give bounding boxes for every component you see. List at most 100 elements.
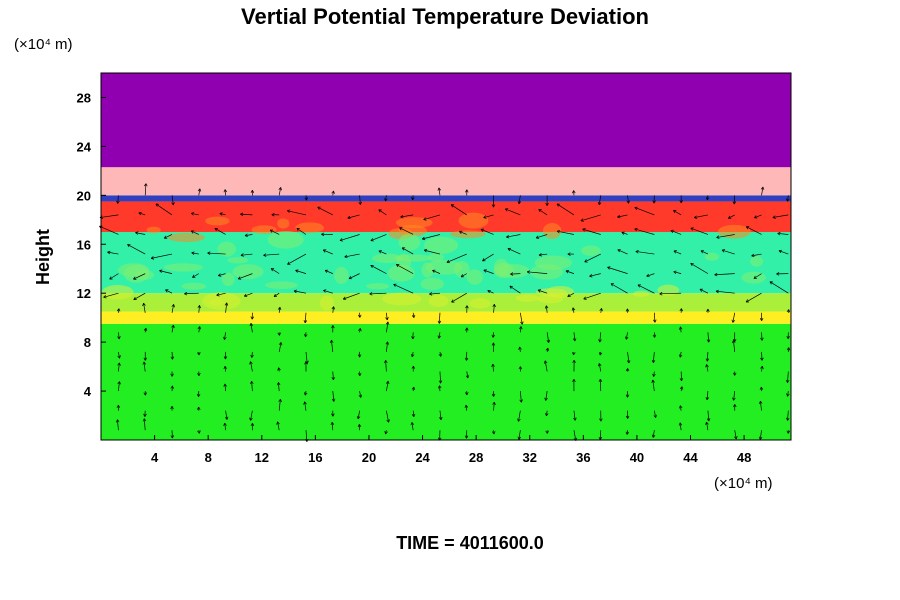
wind-vector xyxy=(464,430,469,439)
wind-vector xyxy=(304,332,308,338)
wind-vector xyxy=(598,430,603,440)
heatmap-layer-0 xyxy=(101,323,791,440)
wind-vector xyxy=(465,305,469,313)
wind-vector xyxy=(714,272,735,277)
wind-vector xyxy=(385,380,390,392)
wind-vector xyxy=(223,351,228,360)
wind-vector xyxy=(224,410,229,420)
heatmap-patch xyxy=(372,253,403,263)
heatmap-patch xyxy=(227,257,249,264)
wind-vector xyxy=(184,291,199,296)
wind-vector xyxy=(517,430,522,440)
x-tick-label: 16 xyxy=(308,450,322,465)
wind-vector xyxy=(678,405,683,411)
wind-vector xyxy=(492,401,496,411)
wind-vector xyxy=(197,351,201,356)
wind-vector xyxy=(370,234,387,242)
wind-vector xyxy=(651,430,656,438)
wind-vector xyxy=(690,262,709,274)
wind-vector xyxy=(423,249,441,255)
heatmap-patch xyxy=(425,260,463,275)
wind-vector xyxy=(358,195,362,205)
heatmap-layer-5 xyxy=(101,195,791,202)
wind-vector xyxy=(378,250,387,255)
heatmap-patch xyxy=(181,282,207,290)
wind-vector xyxy=(358,391,363,398)
wind-vector xyxy=(507,247,521,255)
wind-vector xyxy=(679,195,683,204)
wind-vector xyxy=(491,342,496,352)
wind-vector xyxy=(117,381,121,392)
wind-vector xyxy=(653,312,657,323)
wind-vector xyxy=(117,362,121,372)
wind-vector xyxy=(369,292,387,296)
heatmap-layer-6 xyxy=(101,167,791,196)
wind-vector xyxy=(706,332,711,343)
wind-vector xyxy=(464,404,469,411)
wind-vector xyxy=(760,351,764,361)
wind-vector xyxy=(716,234,735,239)
wind-vector xyxy=(769,281,789,294)
wind-vector xyxy=(250,312,255,320)
wind-vector xyxy=(143,410,147,417)
wind-vector xyxy=(758,400,763,411)
wind-vector xyxy=(223,366,228,372)
wind-vector xyxy=(621,231,628,235)
heatmap-patch xyxy=(717,224,751,239)
heatmap-patch xyxy=(382,292,422,306)
wind-vector xyxy=(751,253,762,258)
wind-vector xyxy=(760,186,765,196)
wind-vector xyxy=(133,273,146,280)
wind-vector xyxy=(135,231,146,235)
heatmap-patch xyxy=(530,264,564,280)
wind-vector xyxy=(190,230,199,235)
heatmap-patch xyxy=(387,264,415,282)
wind-vector xyxy=(348,273,360,280)
wind-vector xyxy=(753,273,762,279)
wind-vector xyxy=(170,351,175,360)
wind-vector xyxy=(597,363,602,372)
wind-vector xyxy=(599,410,603,422)
y-tick-label: 20 xyxy=(77,188,91,203)
wind-vector xyxy=(411,386,416,392)
wind-vector xyxy=(607,266,628,274)
wind-vector xyxy=(216,292,226,297)
wind-vector xyxy=(545,410,549,417)
wind-vector xyxy=(705,364,709,372)
heatmap-patch xyxy=(366,283,390,290)
heatmap-patch xyxy=(251,225,277,235)
wind-vector xyxy=(459,230,467,235)
wind-vector xyxy=(304,195,308,201)
wind-vector xyxy=(117,351,121,359)
wind-vector xyxy=(571,307,576,313)
wind-vector xyxy=(758,430,763,440)
wind-vector xyxy=(439,410,443,421)
wind-vector xyxy=(451,292,467,303)
x-tick-label: 32 xyxy=(523,450,537,465)
wind-vector xyxy=(693,214,709,219)
wind-vector xyxy=(545,195,549,206)
wind-vector xyxy=(163,234,173,239)
wind-vector xyxy=(370,264,387,274)
x-tick-label: 12 xyxy=(255,450,269,465)
wind-vector xyxy=(138,211,146,216)
wind-vector xyxy=(589,273,601,278)
wind-vector xyxy=(117,332,121,340)
heatmap-layer-7 xyxy=(101,73,791,168)
heatmap-patch xyxy=(466,269,483,285)
wind-vector xyxy=(673,270,682,274)
wind-vector xyxy=(519,326,523,333)
wind-vector xyxy=(786,309,791,313)
wind-vector xyxy=(339,234,360,242)
wind-vector xyxy=(432,269,441,274)
wind-vector xyxy=(399,227,414,235)
heatmap-patch xyxy=(469,298,491,309)
wind-vector xyxy=(287,253,307,265)
wind-vector xyxy=(171,304,175,313)
time-footer: TIME = 4011600.0 xyxy=(396,533,544,553)
wind-vector xyxy=(393,283,414,294)
heatmap-patch xyxy=(221,272,235,287)
wind-vector xyxy=(732,391,736,401)
wind-vector xyxy=(465,371,470,379)
wind-vector xyxy=(331,371,335,381)
